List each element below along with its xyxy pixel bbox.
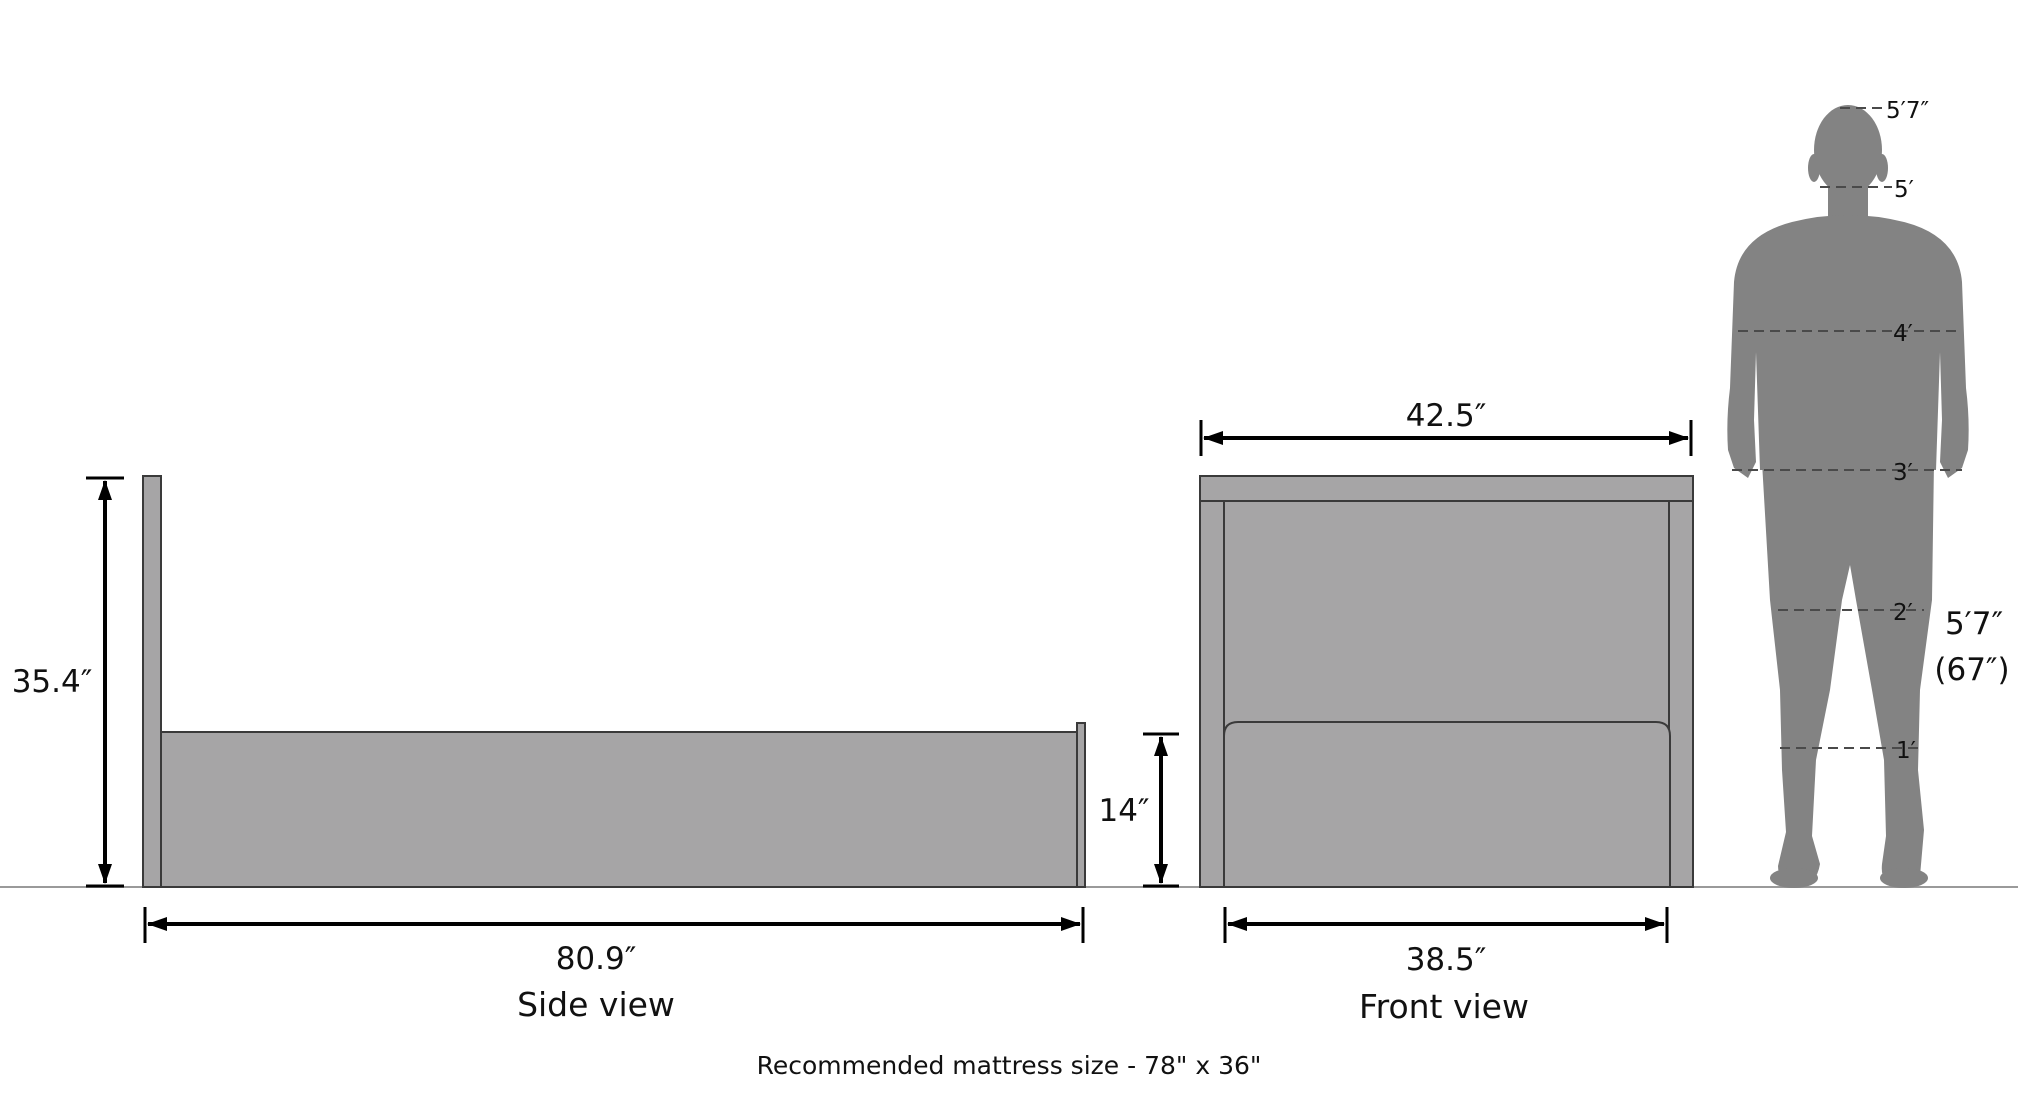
front-top-width-dimension: 42.5″ [1199,398,1693,456]
height-scale [1732,107,1962,749]
front-seat-height-label: 14″ [1098,793,1149,829]
person-height-label: 5′7″ [1945,606,2003,642]
front-view: 42.5″ 14″ 38.5″ Front view [1098,398,1694,1026]
scale-mark-5: 5′ [1894,177,1914,203]
front-bed-base [1223,721,1671,888]
front-left-post [1199,500,1225,888]
front-top-rail [1199,475,1694,502]
person-torso [1727,215,1969,478]
scale-mark-2: 2′ [1893,600,1913,626]
person-legs [1762,462,1934,887]
side-height-label: 35.4″ [12,664,93,700]
scale-mark-1: 1′ [1896,738,1916,764]
person-silhouette [1727,105,1969,888]
front-view-caption: Front view [1359,987,1529,1026]
front-bottom-width-label: 38.5″ [1406,942,1487,978]
front-seat-height-dimension: 14″ [1098,732,1179,888]
front-right-post [1668,500,1694,888]
mattress-size-note: Recommended mattress size - 78" x 36" [757,1051,1262,1080]
side-headboard-post [142,475,162,888]
scale-mark-4: 4′ [1893,321,1913,347]
height-scale-labels: 5′7″ 5′ 4′ 3′ 2′ 1′ [1886,98,1929,764]
side-height-dimension: 35.4″ [12,476,124,888]
side-bed-frame [160,731,1078,888]
side-length-dimension: 80.9″ [143,907,1085,977]
side-view: 35.4″ 80.9″ Side view [12,475,1086,1024]
scale-mark-5-7: 5′7″ [1886,98,1929,124]
scale-mark-3: 3′ [1893,460,1913,486]
side-length-label: 80.9″ [556,941,637,977]
front-top-width-label: 42.5″ [1406,398,1487,434]
person-height-inches-label: (67″) [1934,652,2009,688]
side-view-caption: Side view [517,985,675,1024]
person-head [1814,105,1882,195]
front-bottom-width-dimension: 38.5″ [1223,907,1669,978]
side-footboard-post [1076,722,1086,888]
